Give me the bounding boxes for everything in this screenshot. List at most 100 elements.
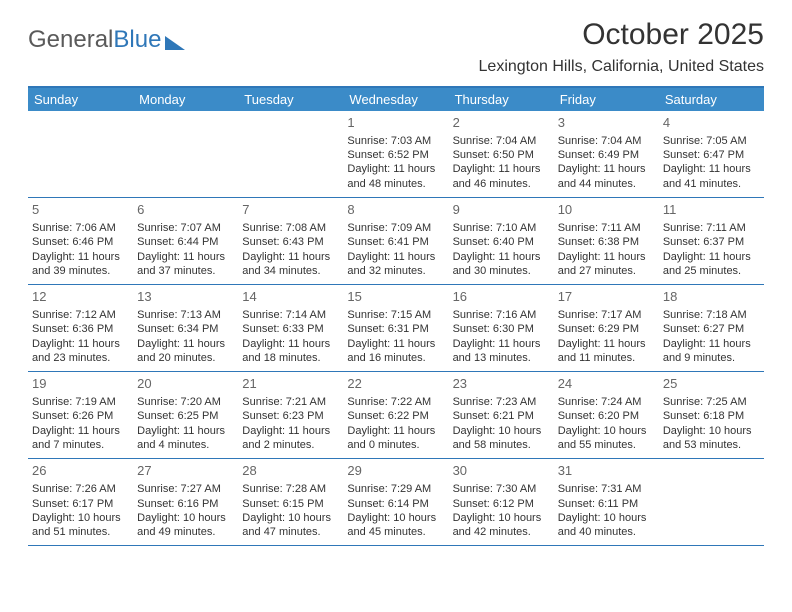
day-number: 2 — [453, 115, 550, 132]
sunrise-label: Sunrise: 7:15 AM — [347, 308, 444, 322]
sunset-label: Sunset: 6:34 PM — [137, 322, 234, 336]
sunrise-label: Sunrise: 7:29 AM — [347, 482, 444, 496]
calendar-day: 17Sunrise: 7:17 AMSunset: 6:29 PMDayligh… — [554, 285, 659, 371]
calendar-day — [28, 111, 133, 197]
calendar-week: 26Sunrise: 7:26 AMSunset: 6:17 PMDayligh… — [28, 459, 764, 546]
sunrise-label: Sunrise: 7:25 AM — [663, 395, 760, 409]
daylight-label-2: and 0 minutes. — [347, 438, 444, 452]
daylight-label-1: Daylight: 10 hours — [242, 511, 339, 525]
calendar-day: 6Sunrise: 7:07 AMSunset: 6:44 PMDaylight… — [133, 198, 238, 284]
sunset-label: Sunset: 6:29 PM — [558, 322, 655, 336]
daylight-label-1: Daylight: 10 hours — [558, 424, 655, 438]
daylight-label-2: and 4 minutes. — [137, 438, 234, 452]
daylight-label-1: Daylight: 11 hours — [453, 250, 550, 264]
daylight-label-1: Daylight: 10 hours — [453, 424, 550, 438]
calendar-day — [659, 459, 764, 545]
day-of-week-header: Sunday Monday Tuesday Wednesday Thursday… — [28, 88, 764, 111]
sunrise-label: Sunrise: 7:09 AM — [347, 221, 444, 235]
sunset-label: Sunset: 6:36 PM — [32, 322, 129, 336]
daylight-label-1: Daylight: 11 hours — [32, 250, 129, 264]
calendar-week: 12Sunrise: 7:12 AMSunset: 6:36 PMDayligh… — [28, 285, 764, 372]
sunset-label: Sunset: 6:50 PM — [453, 148, 550, 162]
location-label: Lexington Hills, California, United Stat… — [479, 58, 764, 76]
daylight-label-1: Daylight: 10 hours — [558, 511, 655, 525]
day-number: 14 — [242, 289, 339, 306]
daylight-label-2: and 25 minutes. — [663, 264, 760, 278]
daylight-label-1: Daylight: 11 hours — [242, 424, 339, 438]
day-number: 15 — [347, 289, 444, 306]
calendar-day: 2 Sunrise: 7:04 AMSunset: 6:50 PMDaylight… — [449, 111, 554, 197]
daylight-label-2: and 39 minutes. — [32, 264, 129, 278]
logo-text-2: Blue — [113, 26, 161, 54]
sunset-label: Sunset: 6:20 PM — [558, 409, 655, 423]
daylight-label-1: Daylight: 11 hours — [32, 424, 129, 438]
sunrise-label: Sunrise: 7:11 AM — [663, 221, 760, 235]
calendar-day: 25Sunrise: 7:25 AMSunset: 6:18 PMDayligh… — [659, 372, 764, 458]
sunset-label: Sunset: 6:47 PM — [663, 148, 760, 162]
daylight-label-2: and 47 minutes. — [242, 525, 339, 539]
day-number: 28 — [242, 463, 339, 480]
daylight-label-1: Daylight: 10 hours — [663, 424, 760, 438]
daylight-label-2: and 2 minutes. — [242, 438, 339, 452]
sunrise-label: Sunrise: 7:04 AM — [453, 134, 550, 148]
calendar-day: 16Sunrise: 7:16 AMSunset: 6:30 PMDayligh… — [449, 285, 554, 371]
sunrise-label: Sunrise: 7:13 AM — [137, 308, 234, 322]
daylight-label-2: and 34 minutes. — [242, 264, 339, 278]
calendar-day: 23Sunrise: 7:23 AMSunset: 6:21 PMDayligh… — [449, 372, 554, 458]
calendar-day: 14Sunrise: 7:14 AMSunset: 6:33 PMDayligh… — [238, 285, 343, 371]
day-number: 5 — [32, 202, 129, 219]
calendar-day: 7Sunrise: 7:08 AMSunset: 6:43 PMDaylight… — [238, 198, 343, 284]
calendar-day: 19Sunrise: 7:19 AMSunset: 6:26 PMDayligh… — [28, 372, 133, 458]
calendar-week: 1Sunrise: 7:03 AMSunset: 6:52 PMDaylight… — [28, 111, 764, 198]
sunrise-label: Sunrise: 7:07 AM — [137, 221, 234, 235]
day-number: 21 — [242, 376, 339, 393]
sunrise-label: Sunrise: 7:12 AM — [32, 308, 129, 322]
daylight-label-2: and 45 minutes. — [347, 525, 444, 539]
day-number: 6 — [137, 202, 234, 219]
dow-tuesday: Tuesday — [238, 88, 343, 111]
daylight-label-1: Daylight: 11 hours — [453, 162, 550, 176]
daylight-label-2: and 58 minutes. — [453, 438, 550, 452]
daylight-label-1: Daylight: 11 hours — [242, 250, 339, 264]
calendar-day: 18Sunrise: 7:18 AMSunset: 6:27 PMDayligh… — [659, 285, 764, 371]
daylight-label-1: Daylight: 10 hours — [453, 511, 550, 525]
day-number: 8 — [347, 202, 444, 219]
calendar-day: 12Sunrise: 7:12 AMSunset: 6:36 PMDayligh… — [28, 285, 133, 371]
calendar-week: 19Sunrise: 7:19 AMSunset: 6:26 PMDayligh… — [28, 372, 764, 459]
sunset-label: Sunset: 6:21 PM — [453, 409, 550, 423]
sunset-label: Sunset: 6:41 PM — [347, 235, 444, 249]
dow-friday: Friday — [554, 88, 659, 111]
sunrise-label: Sunrise: 7:22 AM — [347, 395, 444, 409]
sunrise-label: Sunrise: 7:27 AM — [137, 482, 234, 496]
dow-thursday: Thursday — [449, 88, 554, 111]
sunset-label: Sunset: 6:43 PM — [242, 235, 339, 249]
daylight-label-2: and 20 minutes. — [137, 351, 234, 365]
daylight-label-2: and 53 minutes. — [663, 438, 760, 452]
sunset-label: Sunset: 6:22 PM — [347, 409, 444, 423]
calendar-day: 29Sunrise: 7:29 AMSunset: 6:14 PMDayligh… — [343, 459, 448, 545]
daylight-label-1: Daylight: 11 hours — [558, 250, 655, 264]
daylight-label-2: and 46 minutes. — [453, 177, 550, 191]
day-number: 3 — [558, 115, 655, 132]
sunset-label: Sunset: 6:25 PM — [137, 409, 234, 423]
daylight-label-2: and 42 minutes. — [453, 525, 550, 539]
daylight-label-1: Daylight: 11 hours — [663, 337, 760, 351]
calendar-day: 26Sunrise: 7:26 AMSunset: 6:17 PMDayligh… — [28, 459, 133, 545]
sunset-label: Sunset: 6:18 PM — [663, 409, 760, 423]
logo-triangle-icon — [165, 36, 185, 50]
day-number: 17 — [558, 289, 655, 306]
daylight-label-2: and 30 minutes. — [453, 264, 550, 278]
sunset-label: Sunset: 6:14 PM — [347, 497, 444, 511]
daylight-label-2: and 27 minutes. — [558, 264, 655, 278]
dow-saturday: Saturday — [659, 88, 764, 111]
sunrise-label: Sunrise: 7:06 AM — [32, 221, 129, 235]
daylight-label-1: Daylight: 11 hours — [347, 250, 444, 264]
day-number: 30 — [453, 463, 550, 480]
calendar-day — [238, 111, 343, 197]
daylight-label-1: Daylight: 11 hours — [347, 337, 444, 351]
daylight-label-1: Daylight: 11 hours — [137, 337, 234, 351]
calendar-day: 20Sunrise: 7:20 AMSunset: 6:25 PMDayligh… — [133, 372, 238, 458]
logo: GeneralBlue — [28, 26, 185, 54]
sunset-label: Sunset: 6:12 PM — [453, 497, 550, 511]
dow-sunday: Sunday — [28, 88, 133, 111]
